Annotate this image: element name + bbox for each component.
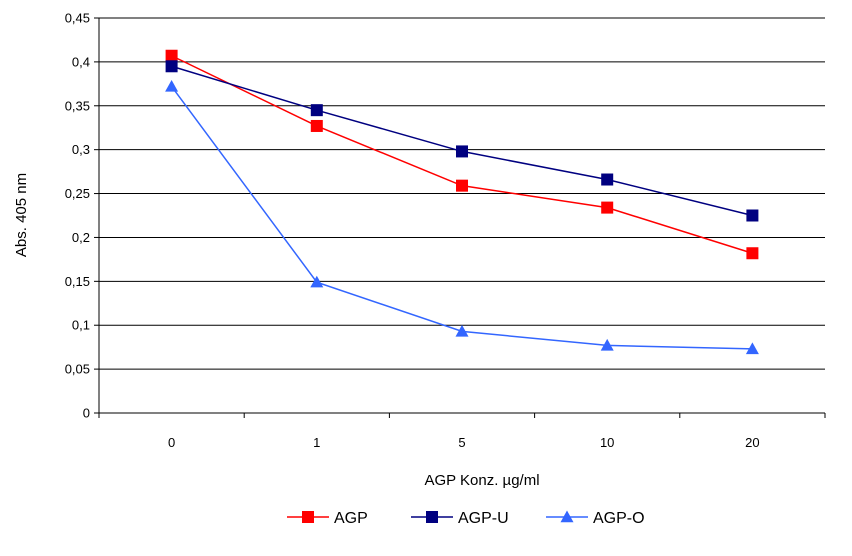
y-tick-label: 0,1 xyxy=(72,318,90,333)
gridlines xyxy=(99,17,825,370)
data-point-agp-o xyxy=(165,79,179,92)
data-series xyxy=(165,49,759,355)
x-tick-label: 1 xyxy=(313,435,320,450)
legend-label-agp-u: AGP-U xyxy=(458,510,509,527)
series-line-agp-o xyxy=(170,86,753,350)
legend-label-agp: AGP xyxy=(334,510,368,527)
y-tick-label: 0,35 xyxy=(65,98,90,113)
data-point-agp-o xyxy=(310,275,324,288)
y-tick-label: 0,4 xyxy=(72,54,90,69)
x-axis-label: AGP Konz. µg/ml xyxy=(424,472,539,489)
data-point-agp xyxy=(746,247,759,260)
y-tick-label: 0,2 xyxy=(72,230,90,245)
axes xyxy=(94,17,826,418)
legend: AGP AGP-U AGP-O xyxy=(287,510,645,527)
y-tick-label: 0,05 xyxy=(65,362,90,377)
data-point-agp-u xyxy=(601,173,614,186)
y-axis-label: Abs. 405 nm xyxy=(13,173,30,257)
data-point-agp xyxy=(601,201,614,214)
data-point-agp xyxy=(310,119,323,132)
legend-item-agp-u: AGP-U xyxy=(411,510,509,527)
legend-marker-agp-u xyxy=(426,511,438,523)
legend-marker-agp-o xyxy=(560,510,574,523)
y-tick-label: 0 xyxy=(83,406,90,421)
data-point-agp-u xyxy=(165,60,178,73)
y-tick-labels: 0 0,05 0,1 0,15 0,2 0,25 0,3 0,35 0,4 0,45 xyxy=(65,11,90,421)
x-tick-label: 20 xyxy=(745,435,759,450)
data-point-agp-o xyxy=(600,338,614,351)
data-point-agp xyxy=(456,179,468,192)
x-tick-label: 10 xyxy=(600,435,614,450)
data-point-agp-u xyxy=(746,209,759,222)
series-agp-o xyxy=(165,79,759,355)
data-point-agp xyxy=(165,49,178,62)
legend-item-agp: AGP xyxy=(287,510,368,527)
y-tick-label: 0,3 xyxy=(72,142,90,157)
data-point-agp-o xyxy=(745,342,759,355)
y-tick-label: 0,45 xyxy=(65,11,90,26)
x-tick-labels: 0 1 5 10 20 xyxy=(168,435,760,450)
data-point-agp-u xyxy=(456,145,468,158)
data-point-agp-o xyxy=(455,324,469,337)
legend-marker-agp xyxy=(302,511,314,523)
series-agp xyxy=(165,49,759,260)
legend-item-agp-o: AGP-O xyxy=(546,510,645,527)
data-point-agp-u xyxy=(310,104,323,117)
y-tick-label: 0,25 xyxy=(65,186,90,201)
legend-label-agp-o: AGP-O xyxy=(593,510,645,527)
x-tick-label: 0 xyxy=(168,435,175,450)
y-tick-label: 0,15 xyxy=(65,274,90,289)
x-tick-label: 5 xyxy=(458,435,465,450)
series-agp-u xyxy=(165,60,759,222)
